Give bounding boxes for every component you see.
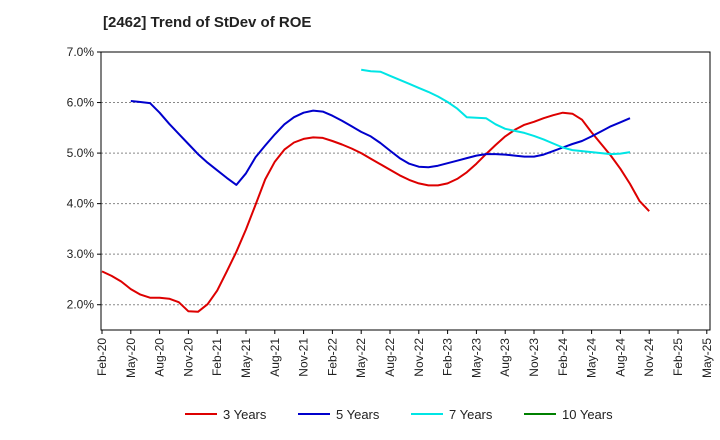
axes — [97, 51, 711, 334]
x-tick-label: May-24 — [585, 338, 599, 378]
x-tick-label: Feb-20 — [95, 338, 109, 376]
y-tick-label: 3.0% — [67, 247, 95, 261]
plot-frame — [100, 51, 711, 331]
legend-label: 10 Years — [562, 407, 613, 422]
x-tick-label: Nov-24 — [642, 338, 656, 377]
x-tick-label: Aug-20 — [153, 338, 167, 377]
x-tick-label: Aug-22 — [383, 338, 397, 377]
x-tick-label: May-21 — [239, 338, 253, 378]
x-tick-label: May-22 — [354, 338, 368, 378]
x-tick-label: Nov-21 — [297, 338, 311, 377]
x-tick-label: Nov-23 — [527, 338, 541, 377]
x-tick-label: May-23 — [469, 338, 483, 378]
gridlines — [101, 102, 710, 306]
legend-label: 7 Years — [449, 407, 493, 422]
x-tick-label: Aug-23 — [498, 338, 512, 377]
x-tick-label: May-25 — [700, 338, 714, 378]
x-tick-labels: Feb-20 May-20 Aug-20 Nov-20 Feb-21 May-21 Aug-… — [95, 338, 714, 378]
x-tick-label: Aug-21 — [268, 338, 282, 377]
y-tick-label: 4.0% — [67, 197, 95, 211]
x-tick-label: Feb-24 — [556, 338, 570, 376]
y-tick-label: 2.0% — [67, 298, 95, 312]
y-tick-label: 7.0% — [67, 45, 95, 59]
series-line-7-years — [361, 68, 631, 156]
x-tick-label: Feb-22 — [325, 338, 339, 376]
y-tick-label: 6.0% — [67, 96, 95, 110]
y-tick-label: 5.0% — [67, 146, 95, 160]
chart-title: [2462] Trend of StDev of ROE — [103, 14, 312, 31]
legend-label: 3 Years — [223, 407, 267, 422]
series-line-5-years — [130, 100, 631, 186]
x-tick-label: Feb-25 — [671, 338, 685, 376]
x-tick-label: Feb-23 — [441, 338, 455, 376]
series-line-3-years — [101, 111, 650, 313]
series-lines — [101, 68, 650, 313]
legend-label: 5 Years — [336, 407, 380, 422]
legend: 3 Years 5 Years 7 Years 10 Years — [185, 407, 613, 422]
y-tick-labels: 2.0% 3.0% 4.0% 5.0% 6.0% 7.0% — [67, 45, 95, 312]
x-tick-label: Nov-20 — [181, 338, 195, 377]
x-tick-label: Aug-24 — [613, 338, 627, 377]
x-tick-label: Feb-21 — [210, 338, 224, 376]
x-tick-label: Nov-22 — [412, 338, 426, 377]
x-tick-label: May-20 — [124, 338, 138, 378]
